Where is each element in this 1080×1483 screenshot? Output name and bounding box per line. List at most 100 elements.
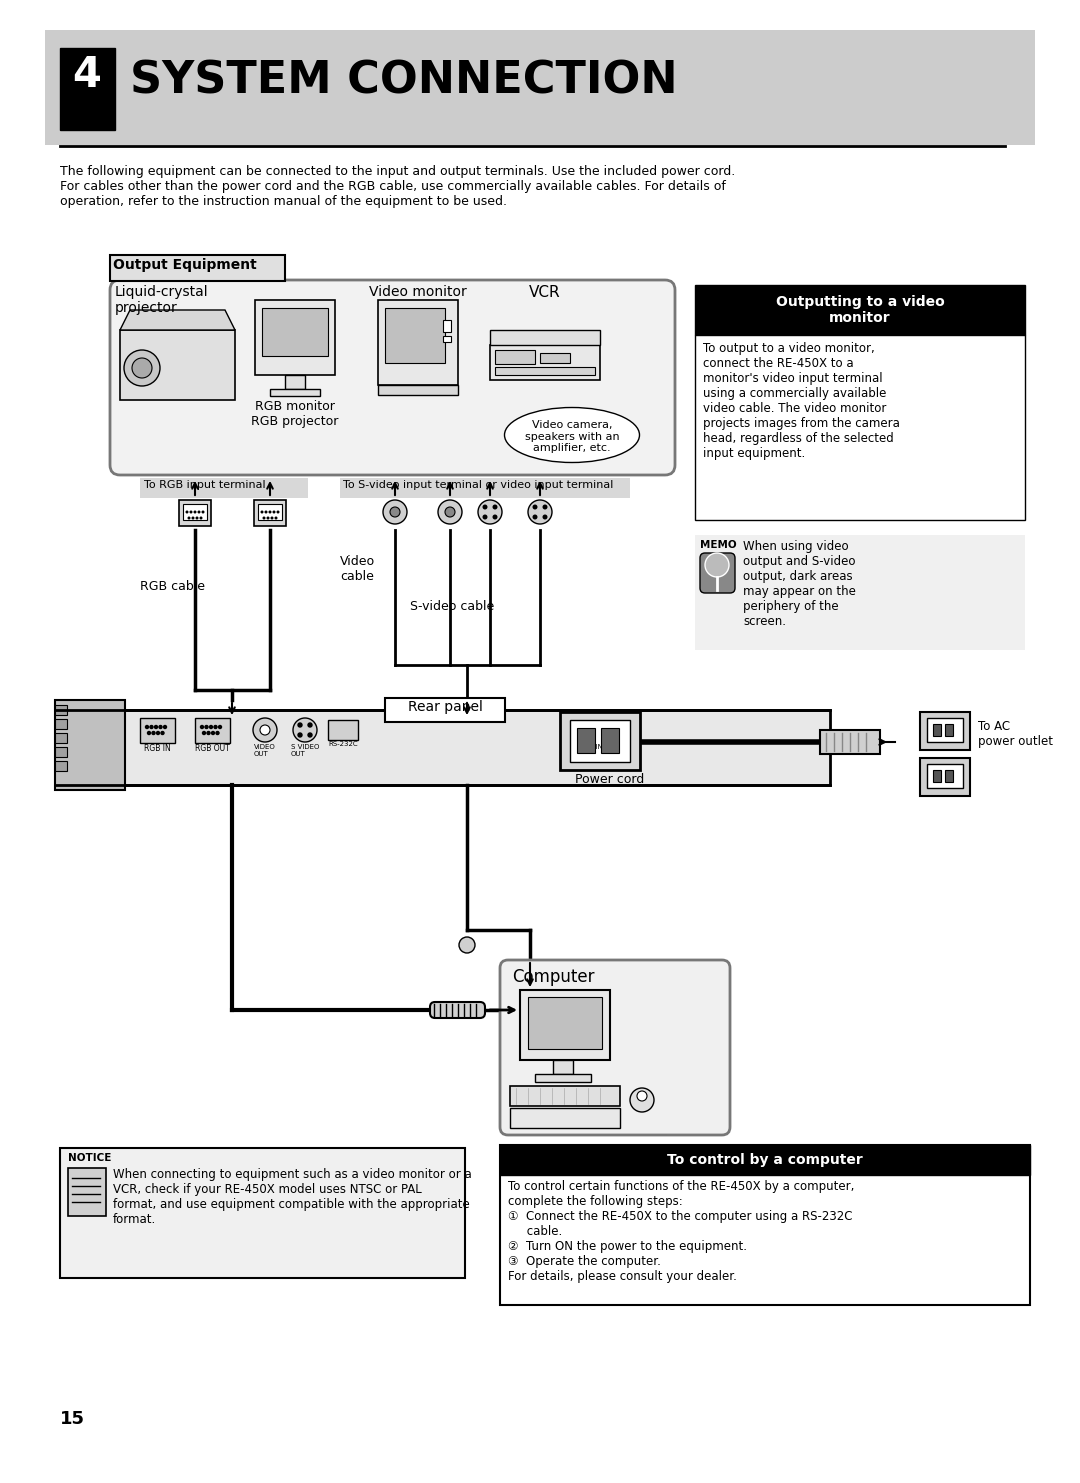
Circle shape [161, 731, 164, 734]
Text: Video monitor: Video monitor [369, 285, 467, 300]
Circle shape [270, 516, 273, 519]
Circle shape [154, 725, 158, 728]
Bar [540, 353, 570, 363]
Bar [945, 724, 953, 736]
FancyBboxPatch shape [500, 960, 730, 1134]
Text: AC INLET: AC INLET [584, 744, 616, 750]
Circle shape [438, 500, 462, 523]
FancyBboxPatch shape [700, 553, 735, 593]
Bar [55, 719, 67, 730]
Text: To output to a video monitor,
connect the RE-450X to a
monitor's video input ter: To output to a video monitor, connect th… [703, 343, 900, 460]
Bar [553, 1060, 573, 1074]
Text: MEMO: MEMO [700, 540, 737, 550]
Circle shape [163, 725, 166, 728]
Bar [927, 764, 963, 787]
Bar [340, 478, 630, 498]
Text: To RGB input terminal: To RGB input terminal [144, 480, 266, 489]
Bar [820, 730, 880, 753]
Circle shape [207, 731, 210, 734]
Bar [55, 733, 67, 743]
Bar [140, 718, 175, 743]
FancyBboxPatch shape [430, 1003, 485, 1017]
Text: Liquid-crystal
projector: Liquid-crystal projector [114, 285, 208, 316]
Text: To S-video input terminal or video input terminal: To S-video input terminal or video input… [343, 480, 613, 489]
Circle shape [390, 507, 400, 518]
Circle shape [276, 510, 280, 513]
Circle shape [478, 500, 502, 523]
Bar [927, 718, 963, 742]
Bar [179, 500, 211, 526]
Text: S-video cable: S-video cable [410, 601, 495, 612]
Circle shape [459, 937, 475, 954]
Circle shape [203, 731, 205, 734]
Bar [183, 504, 207, 521]
Text: Computer: Computer [512, 968, 594, 986]
Text: When using video
output and S-video
output, dark areas
may appear on the
periphe: When using video output and S-video outp… [743, 540, 855, 627]
Circle shape [186, 510, 189, 513]
Circle shape [274, 516, 278, 519]
Bar [500, 1145, 1030, 1175]
Bar [285, 375, 305, 389]
Circle shape [198, 510, 201, 513]
Text: Video camera,
speakers with an
amplifier, etc.: Video camera, speakers with an amplifier… [525, 420, 619, 454]
Bar [570, 721, 630, 762]
FancyBboxPatch shape [110, 280, 675, 475]
Bar [254, 500, 286, 526]
Circle shape [528, 500, 552, 523]
Circle shape [269, 510, 271, 513]
Circle shape [308, 724, 312, 727]
Circle shape [265, 510, 268, 513]
Bar [378, 300, 458, 386]
Bar [55, 747, 67, 756]
Text: S VIDEO
OUT: S VIDEO OUT [291, 744, 320, 756]
Bar [443, 320, 451, 332]
Bar [443, 337, 451, 343]
Text: VIDEO
OUT: VIDEO OUT [254, 744, 275, 756]
Circle shape [267, 516, 270, 519]
Circle shape [124, 350, 160, 386]
Circle shape [630, 1089, 654, 1112]
Text: 4: 4 [72, 53, 102, 96]
Bar [933, 770, 941, 782]
Bar [60, 47, 114, 131]
Polygon shape [120, 310, 235, 331]
Text: RGB IN: RGB IN [144, 744, 171, 753]
Bar [262, 308, 328, 356]
Circle shape [157, 731, 160, 734]
Bar [696, 285, 1025, 335]
Bar [600, 728, 619, 753]
Circle shape [159, 725, 162, 728]
Circle shape [195, 516, 199, 519]
Bar [495, 350, 535, 363]
Text: When connecting to equipment such as a video monitor or a
VCR, check if your RE-: When connecting to equipment such as a v… [113, 1169, 472, 1226]
Circle shape [253, 718, 276, 742]
Text: Output Equipment: Output Equipment [113, 258, 257, 271]
Circle shape [191, 516, 194, 519]
Bar [535, 1074, 591, 1083]
Text: To AC
power outlet: To AC power outlet [978, 721, 1053, 747]
Circle shape [188, 516, 190, 519]
Circle shape [542, 515, 548, 519]
Circle shape [308, 733, 312, 737]
Bar [68, 1169, 106, 1216]
Circle shape [637, 1091, 647, 1100]
Bar [945, 770, 953, 782]
Bar [55, 704, 67, 715]
Ellipse shape [504, 408, 639, 463]
Circle shape [212, 731, 215, 734]
Bar [495, 366, 595, 375]
Bar [696, 335, 1025, 521]
Bar [255, 300, 335, 375]
Circle shape [298, 733, 302, 737]
Text: RGB OUT: RGB OUT [194, 744, 229, 753]
Circle shape [146, 725, 149, 728]
Circle shape [200, 516, 203, 519]
Circle shape [201, 725, 203, 728]
Text: Outputting to a video
monitor: Outputting to a video monitor [775, 295, 944, 325]
Text: RGB monitor
RGB projector: RGB monitor RGB projector [252, 400, 339, 429]
Bar [519, 991, 610, 1060]
Circle shape [214, 725, 217, 728]
Bar [577, 728, 595, 753]
Circle shape [132, 357, 152, 378]
Text: RS-232C: RS-232C [328, 742, 357, 747]
